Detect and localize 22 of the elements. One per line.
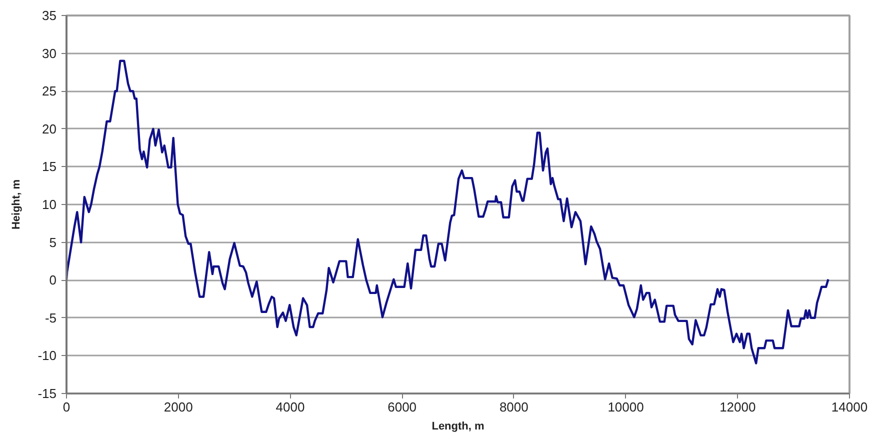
y-tick-label: -15 bbox=[38, 386, 57, 401]
y-tick-label: 10 bbox=[42, 197, 57, 212]
x-tick-label: 14000 bbox=[831, 400, 868, 414]
x-tick-label: 10000 bbox=[608, 400, 644, 414]
y-tick-label: 15 bbox=[42, 159, 57, 174]
y-tick-label: -5 bbox=[44, 310, 57, 326]
y-axis-title: Height, m bbox=[10, 179, 23, 230]
x-axis-title: Length, m bbox=[432, 420, 484, 432]
line-series bbox=[66, 60, 830, 364]
y-tick-label: -10 bbox=[38, 348, 57, 364]
x-tick-label: 12000 bbox=[720, 400, 756, 414]
x-tick-label: 0 bbox=[62, 400, 70, 414]
y-tick-label: 35 bbox=[42, 8, 57, 23]
x-tick-label: 8000 bbox=[499, 400, 528, 414]
x-tick-label: 6000 bbox=[388, 400, 417, 414]
x-tick-label: 2000 bbox=[164, 400, 193, 414]
y-tick-label: 20 bbox=[42, 121, 57, 136]
y-tick-label: 30 bbox=[42, 46, 57, 61]
y-tick-label: 0 bbox=[49, 272, 57, 288]
y-tick-label: 5 bbox=[49, 234, 57, 250]
x-tick-label: 4000 bbox=[276, 400, 305, 414]
y-tick-label: 25 bbox=[42, 84, 57, 99]
